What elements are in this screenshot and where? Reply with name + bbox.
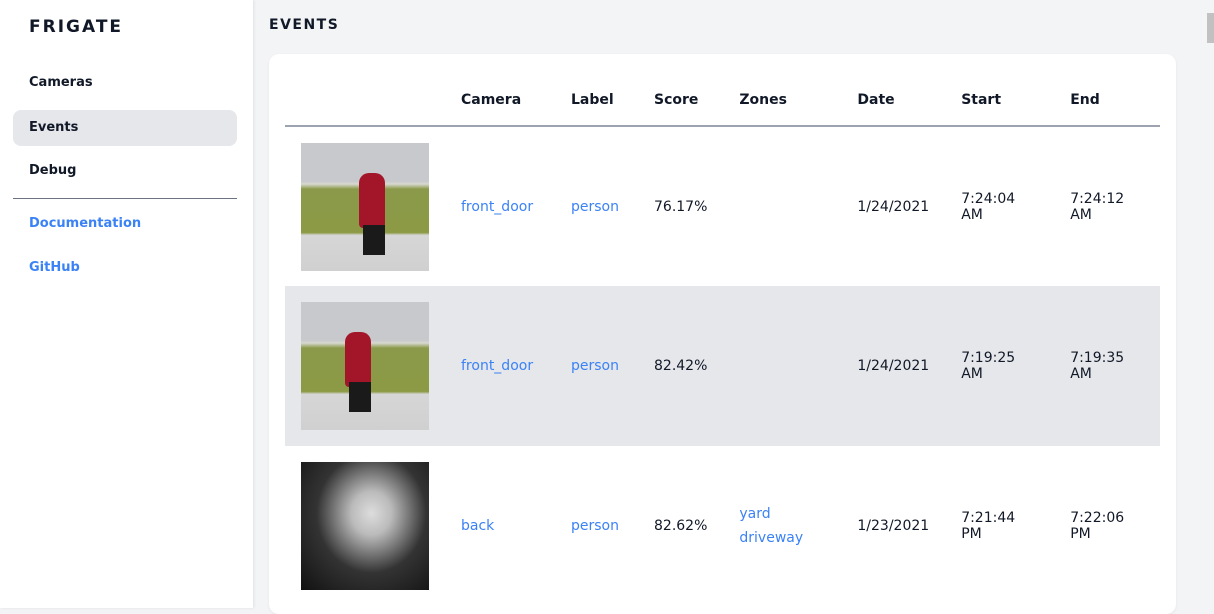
- end-time: 7:24:12 AM: [1070, 190, 1125, 223]
- end-time: 7:22:06 PM: [1070, 510, 1125, 542]
- end-time: 7:19:35 AM: [1054, 286, 1160, 446]
- camera-link[interactable]: front_door: [461, 198, 534, 215]
- table-row[interactable]: front_door person 76.17% 1/24/2021 7:24:…: [285, 126, 1160, 286]
- link-documentation[interactable]: Documentation: [29, 216, 142, 231]
- link-github[interactable]: GitHub: [29, 260, 80, 275]
- zones: [723, 286, 842, 446]
- brand-logo: FRIGATE: [29, 17, 124, 37]
- events-table: Camera Label Score Zones Date Start End …: [285, 74, 1160, 606]
- scrollbar-thumb[interactable]: [1207, 13, 1214, 43]
- divider: [13, 198, 237, 199]
- zone-link[interactable]: driveway: [739, 530, 804, 546]
- page-title: EVENTS: [269, 17, 340, 33]
- events-card: Camera Label Score Zones Date Start End …: [269, 54, 1176, 614]
- label-link[interactable]: person: [571, 518, 619, 534]
- col-score: Score: [638, 74, 724, 127]
- zones: [723, 126, 841, 286]
- date: 1/24/2021: [857, 198, 930, 215]
- score: 82.62%: [654, 518, 708, 534]
- col-thumbnail: [285, 74, 445, 127]
- score: 82.42%: [638, 286, 724, 446]
- zones: yard driveway: [723, 446, 841, 606]
- col-zones: Zones: [723, 74, 842, 127]
- zone-link[interactable]: yard: [739, 506, 771, 522]
- col-camera: Camera: [445, 74, 555, 127]
- start-time: 7:19:25 AM: [945, 286, 1055, 446]
- sidebar-item-debug[interactable]: Debug: [29, 163, 77, 178]
- sidebar-item-events[interactable]: Events: [13, 110, 237, 146]
- table-row[interactable]: back person 82.62% yard driveway 1/23/202…: [285, 446, 1160, 606]
- date: 1/24/2021: [841, 286, 946, 446]
- score: 76.17%: [654, 198, 708, 215]
- event-thumbnail[interactable]: [301, 302, 429, 430]
- event-thumbnail[interactable]: [301, 142, 429, 271]
- col-start: Start: [945, 74, 1055, 127]
- sidebar-item-cameras[interactable]: Cameras: [29, 75, 93, 90]
- label-link[interactable]: person: [571, 198, 619, 215]
- col-date: Date: [841, 74, 946, 127]
- start-time: 7:24:04 AM: [961, 190, 1016, 223]
- camera-link[interactable]: front_door: [445, 286, 555, 446]
- event-thumbnail[interactable]: [301, 462, 429, 590]
- sidebar: FRIGATE Cameras Events Debug Documentati…: [0, 0, 253, 608]
- date: 1/23/2021: [857, 518, 930, 534]
- table-row[interactable]: front_door person 82.42% 1/24/2021 7:19:…: [285, 286, 1160, 446]
- start-time: 7:21:44 PM: [961, 510, 1016, 542]
- camera-link[interactable]: back: [461, 518, 495, 534]
- col-end: End: [1054, 74, 1160, 127]
- label-link[interactable]: person: [555, 286, 638, 446]
- scrollbar[interactable]: [1207, 0, 1214, 608]
- col-label: Label: [555, 74, 638, 127]
